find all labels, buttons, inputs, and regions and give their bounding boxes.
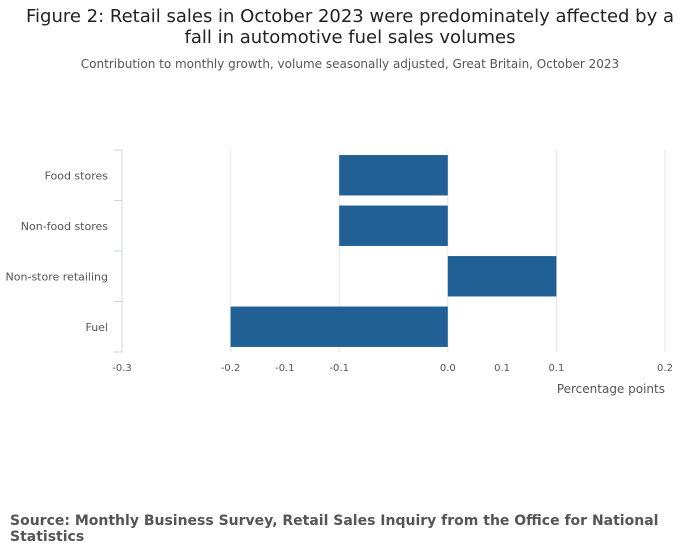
chart-title: Figure 2: Retail sales in October 2023 w… <box>25 6 675 48</box>
x-tick-label: -0.1 <box>275 363 295 374</box>
bar <box>339 155 448 196</box>
category-label: Non-store retailing <box>6 270 108 283</box>
x-tick-label: -0.3 <box>112 363 132 374</box>
category-label: Non-food stores <box>21 220 109 233</box>
x-tick-label: 0.2 <box>657 363 673 374</box>
x-axis-title: Percentage points <box>557 382 665 396</box>
x-tick-label: 0.0 <box>440 363 456 374</box>
x-tick-label: -0.1 <box>329 363 349 374</box>
bar <box>230 306 448 347</box>
source-note: Source: Monthly Business Survey, Retail … <box>10 513 659 545</box>
x-tick-label: 0.1 <box>548 363 564 374</box>
x-tick-label: -0.2 <box>221 363 241 374</box>
category-label: Fuel <box>85 321 108 334</box>
bar <box>339 205 448 246</box>
chart-subtitle: Contribution to monthly growth, volume s… <box>80 57 620 71</box>
x-tick-label: 0.1 <box>494 363 510 374</box>
category-label: Food stores <box>45 169 109 182</box>
bar <box>447 256 557 297</box>
